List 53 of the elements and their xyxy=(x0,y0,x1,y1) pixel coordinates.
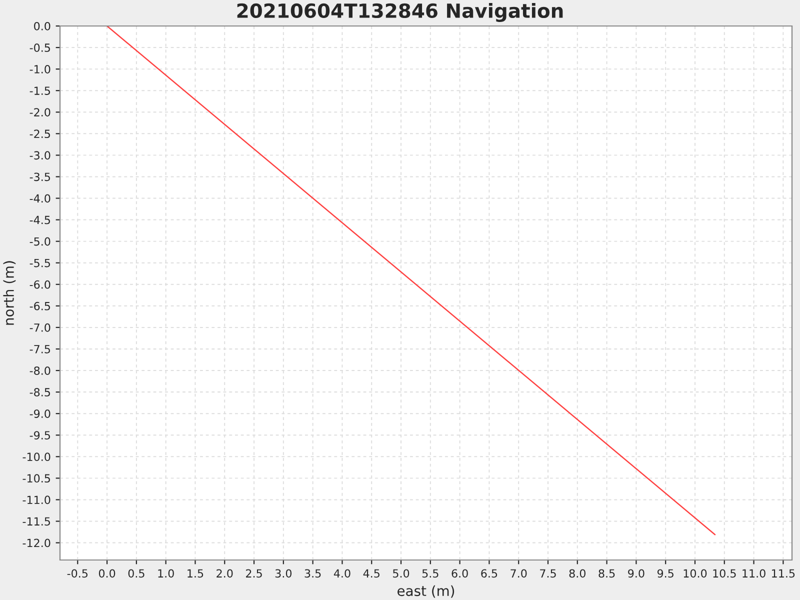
x-tick-label: 7.5 xyxy=(540,569,556,578)
chart-title: 20210604T132846 Navigation xyxy=(237,3,563,22)
y-tick-label: -4.5 xyxy=(30,216,50,224)
y-tick-label: -9.5 xyxy=(30,431,50,440)
x-tick-label: 8.0 xyxy=(569,569,586,578)
x-tick-label: 7.0 xyxy=(510,569,527,578)
y-tick-label: -9.0 xyxy=(30,410,50,418)
y-tick-label: -3.0 xyxy=(30,151,50,160)
y-tick-label: -5.0 xyxy=(30,237,50,246)
x-tick-label: 9.5 xyxy=(657,569,674,578)
y-tick-label: -5.5 xyxy=(30,258,50,268)
x-tick-label: 9.0 xyxy=(628,569,644,578)
x-tick-label: 6.0 xyxy=(452,569,468,578)
y-tick-label: -4.0 xyxy=(30,194,50,203)
x-tick-label: 11.0 xyxy=(742,569,766,578)
x-tick-label: 5.0 xyxy=(393,569,410,578)
y-tick-label: -1.5 xyxy=(30,86,50,95)
x-tick-label: 2.5 xyxy=(246,569,262,578)
y-tick-label: -3.5 xyxy=(30,172,50,182)
x-tick-label: 2.0 xyxy=(216,569,233,578)
x-tick-label: 4.5 xyxy=(363,569,380,578)
x-tick-label: 6.5 xyxy=(481,569,498,578)
x-tick-label: 4.0 xyxy=(334,569,350,578)
y-axis-title: north (m) xyxy=(3,261,16,325)
y-tick-label: -8.5 xyxy=(30,388,50,396)
y-tick-label: -6.5 xyxy=(30,302,50,310)
x-axis-title: east (m) xyxy=(398,585,454,598)
x-tick-label: 0.0 xyxy=(98,569,116,578)
y-tick-label: 0.0 xyxy=(34,22,50,30)
x-tick-label: 8.5 xyxy=(598,569,615,578)
x-tick-label: 11.5 xyxy=(772,569,795,578)
y-tick-label: -1.0 xyxy=(30,65,50,74)
x-tick-label: 5.5 xyxy=(422,569,438,578)
y-tick-label: -10.5 xyxy=(22,474,50,483)
y-tick-label: -11.5 xyxy=(22,517,50,526)
y-tick-label: -7.5 xyxy=(30,345,50,354)
y-tick-label: -11.0 xyxy=(22,496,50,504)
y-tick-label: -2.5 xyxy=(30,130,50,138)
x-tick-label: 3.5 xyxy=(304,569,321,578)
x-tick-label: 0.5 xyxy=(128,569,144,578)
x-tick-label: 10.5 xyxy=(713,569,736,578)
y-tick-label: -10.0 xyxy=(22,452,50,462)
x-tick-label: -0.5 xyxy=(67,569,88,578)
y-tick-label: -2.0 xyxy=(30,108,50,117)
y-tick-label: -0.5 xyxy=(30,44,50,52)
x-tick-label: 1.5 xyxy=(188,569,204,578)
x-tick-label: 3.0 xyxy=(275,569,292,578)
x-tick-label: 1.0 xyxy=(158,569,174,578)
x-tick-label: 10.0 xyxy=(684,569,707,578)
y-tick-label: -12.0 xyxy=(22,538,50,548)
y-tick-label: -6.0 xyxy=(30,280,50,289)
y-tick-label: -8.0 xyxy=(30,366,50,375)
y-tick-label: -7.0 xyxy=(30,323,50,332)
